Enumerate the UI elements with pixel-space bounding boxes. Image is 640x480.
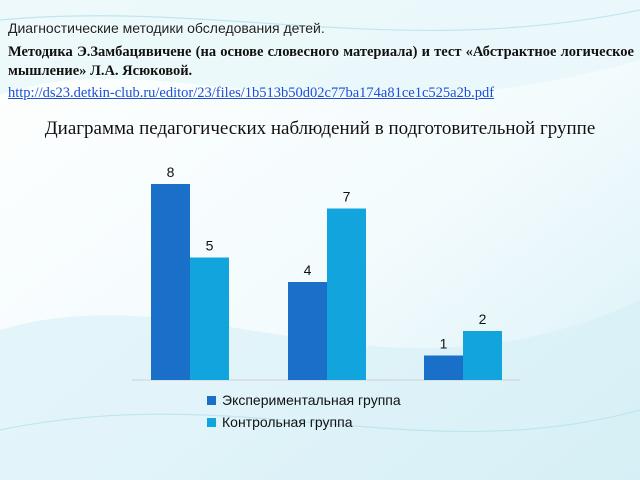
legend-swatch-experimental — [207, 395, 216, 405]
data-label-experimental-2: 4 — [304, 262, 312, 278]
bar-experimental-2 — [288, 282, 327, 380]
data-label-experimental-3: 1 — [440, 336, 448, 352]
bar-control-2 — [327, 208, 366, 380]
legend-swatch-control — [207, 417, 216, 427]
page-heading: Диагностические методики обследования де… — [8, 20, 325, 36]
bar-experimental-1 — [151, 184, 190, 380]
legend-item-control: Контрольная группа — [207, 411, 401, 433]
source-link[interactable]: http://ds23.detkin-club.ru/editor/23/fil… — [8, 85, 495, 101]
legend-item-experimental: Экспериментальная группа — [207, 389, 401, 411]
legend-label-control: Контрольная группа — [222, 414, 353, 430]
data-label-control-1: 5 — [206, 238, 214, 254]
legend-label-experimental: Экспериментальная группа — [222, 392, 401, 408]
data-label-control-2: 7 — [343, 189, 351, 205]
chart-title: Диаграмма педагогических наблюдений в по… — [44, 118, 596, 139]
bar-control-3 — [463, 331, 502, 380]
method-description: Методика Э.Замбацявичене (на основе слов… — [8, 44, 634, 79]
chart-legend: Экспериментальная группа Контрольная гру… — [207, 389, 401, 433]
data-label-control-3: 2 — [479, 311, 487, 327]
bar-experimental-3 — [424, 355, 463, 380]
data-label-experimental-1: 8 — [167, 164, 175, 180]
bar-control-1 — [190, 257, 229, 380]
